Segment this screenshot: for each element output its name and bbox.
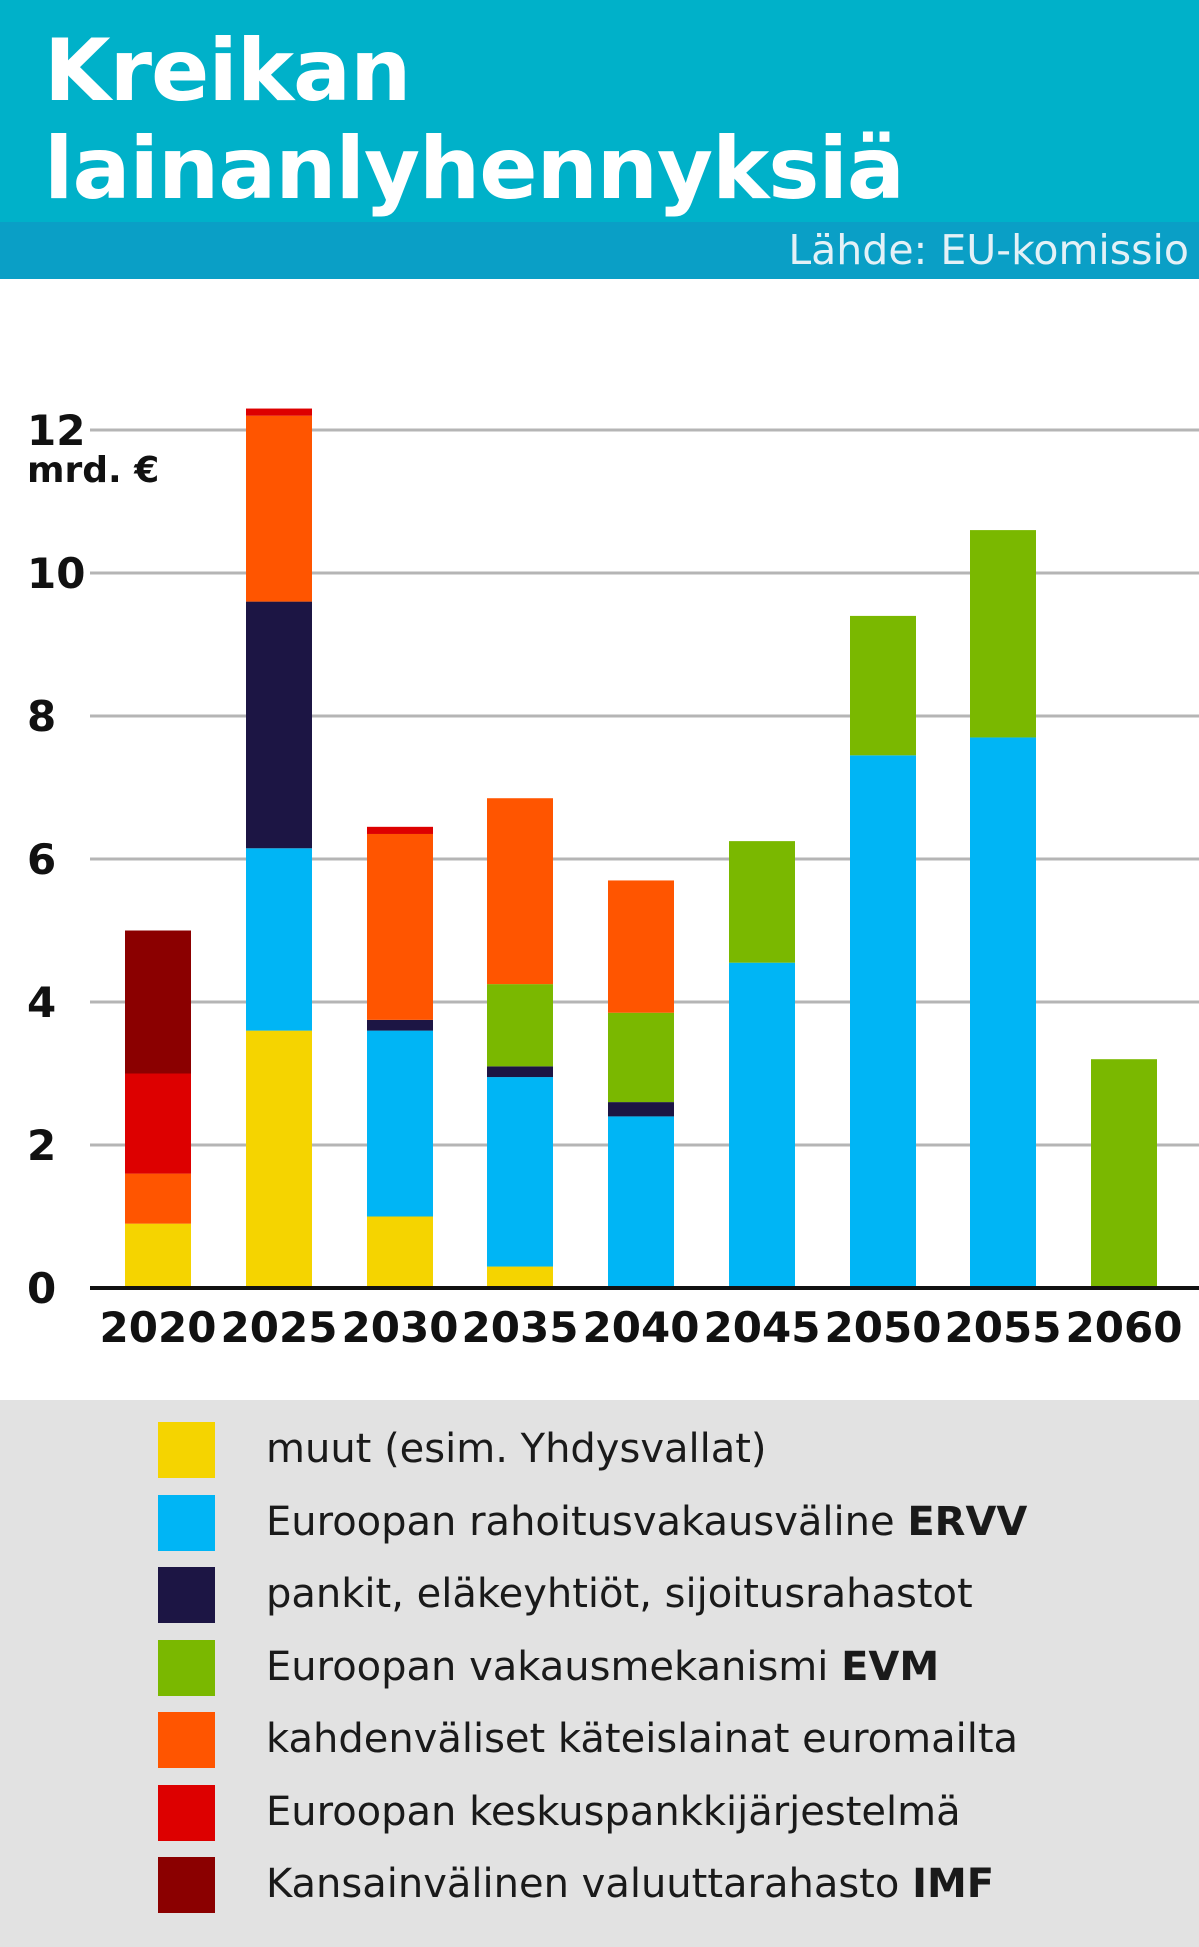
legend-swatch xyxy=(158,1567,215,1623)
legend: muut (esim. Yhdysvallat) Euroopan rahoitu… xyxy=(0,1400,1199,1947)
legend-label: Kansainvälinen valuuttarahasto IMF xyxy=(266,1859,994,1909)
y-tick-label: 0 xyxy=(27,1264,56,1313)
y-tick-label: 4 xyxy=(27,978,56,1027)
bar-segment-2035-s0 xyxy=(487,1266,553,1288)
legend-label-text: Euroopan vakausmekanismi xyxy=(266,1643,842,1690)
x-tick-label: 2020 xyxy=(100,1303,217,1352)
legend-label: Euroopan vakausmekanismi EVM xyxy=(266,1642,939,1692)
y-tick-label: 6 xyxy=(27,835,56,884)
y-tick-label: 10 xyxy=(27,549,85,598)
x-tick-label: 2045 xyxy=(704,1303,821,1352)
bars xyxy=(125,408,1157,1288)
legend-label-text: kahdenväliset käteislainat euromailta xyxy=(266,1716,1019,1762)
legend-label-text: muut (esim. Yhdysvallat) xyxy=(266,1426,767,1472)
bar-segment-2045-s3 xyxy=(729,841,795,963)
legend-label-text: Euroopan keskuspankkijärjestelmä xyxy=(266,1788,961,1835)
legend-label: Euroopan keskuspankkijärjestelmä xyxy=(266,1787,961,1837)
legend-swatch xyxy=(158,1639,215,1696)
legend-swatch xyxy=(158,1857,215,1913)
bar-segment-2020-s5 xyxy=(125,1073,191,1174)
bar-segment-2020-s4 xyxy=(125,1173,191,1224)
legend-label: Euroopan rahoitusvakausväline ERVV xyxy=(266,1497,1027,1547)
bar-segment-2025-s5 xyxy=(246,408,312,416)
bar-segment-2060-s3 xyxy=(1091,1059,1157,1288)
bar-segment-2030-s1 xyxy=(367,1030,433,1217)
legend-label-abbrev: EVM xyxy=(841,1643,940,1690)
bar-segment-2030-s5 xyxy=(367,826,433,834)
bar-segment-2050-s1 xyxy=(850,755,916,1288)
bar-segment-2030-s2 xyxy=(367,1019,433,1031)
legend-label: pankit, eläkeyhtiöt, sijoitusrahastot xyxy=(266,1569,973,1619)
legend-label-text: Euroopan rahoitusvakausväline xyxy=(266,1498,908,1545)
x-tick-label: 2040 xyxy=(583,1303,700,1352)
bar-segment-2020-s6 xyxy=(125,930,191,1074)
x-tick-label: 2050 xyxy=(825,1303,942,1352)
bar-segment-2020-s0 xyxy=(125,1223,191,1288)
y-tick-label: 12 xyxy=(27,406,85,455)
bar-segment-2055-s3 xyxy=(970,530,1036,738)
bar-segment-2040-s4 xyxy=(608,880,674,1013)
bar-segment-2035-s4 xyxy=(487,798,553,985)
bar-segment-2035-s2 xyxy=(487,1066,553,1078)
title-line-1: Kreikan lainanlyhennyksiä xyxy=(44,21,905,219)
bar-segment-2030-s4 xyxy=(367,833,433,1020)
header-banner: Kreikan lainanlyhennyksiä tulevina vuosi… xyxy=(0,0,1199,316)
bar-segment-2035-s1 xyxy=(487,1077,553,1267)
legend-label-abbrev: IMF xyxy=(912,1861,995,1907)
legend-label-text: pankit, eläkeyhtiöt, sijoitusrahastot xyxy=(266,1571,973,1617)
bar-segment-2025-s1 xyxy=(246,848,312,1031)
x-tick-label: 2055 xyxy=(945,1303,1062,1352)
x-tick-label: 2030 xyxy=(342,1303,459,1352)
legend-label-text: Kansainvälinen valuuttarahasto xyxy=(266,1861,913,1907)
x-tick-label: 2025 xyxy=(221,1303,338,1352)
legend-label: muut (esim. Yhdysvallat) xyxy=(266,1424,767,1474)
bar-segment-2040-s3 xyxy=(608,1012,674,1103)
legend-swatch xyxy=(158,1712,215,1768)
legend-swatch xyxy=(158,1422,215,1478)
bar-segment-2030-s0 xyxy=(367,1216,433,1288)
x-tick-label: 2035 xyxy=(462,1303,579,1352)
bar-segment-2040-s2 xyxy=(608,1102,674,1117)
bar-segment-2035-s3 xyxy=(487,984,553,1067)
bar-segment-2055-s1 xyxy=(970,737,1036,1288)
bar-segment-2025-s2 xyxy=(246,601,312,849)
legend-swatch xyxy=(158,1494,215,1551)
bar-segment-2045-s1 xyxy=(729,962,795,1288)
y-axis-unit-label: mrd. € xyxy=(27,450,159,491)
source-label: Lähde: EU-komissio xyxy=(788,226,1189,274)
y-tick-label: 2 xyxy=(27,1121,56,1170)
bar-segment-2040-s1 xyxy=(608,1116,674,1288)
bar-segment-2050-s3 xyxy=(850,615,916,756)
bar-segment-2025-s4 xyxy=(246,415,312,602)
legend-swatch xyxy=(158,1784,215,1841)
y-tick-label: 8 xyxy=(27,692,56,741)
x-tick-label: 2060 xyxy=(1066,1303,1183,1352)
source-bar: Lähde: EU-komissio xyxy=(0,222,1199,279)
legend-label-abbrev: ERVV xyxy=(907,1498,1028,1545)
legend-label: kahdenväliset käteislainat euromailta xyxy=(266,1714,1018,1764)
bar-segment-2025-s0 xyxy=(246,1030,312,1288)
